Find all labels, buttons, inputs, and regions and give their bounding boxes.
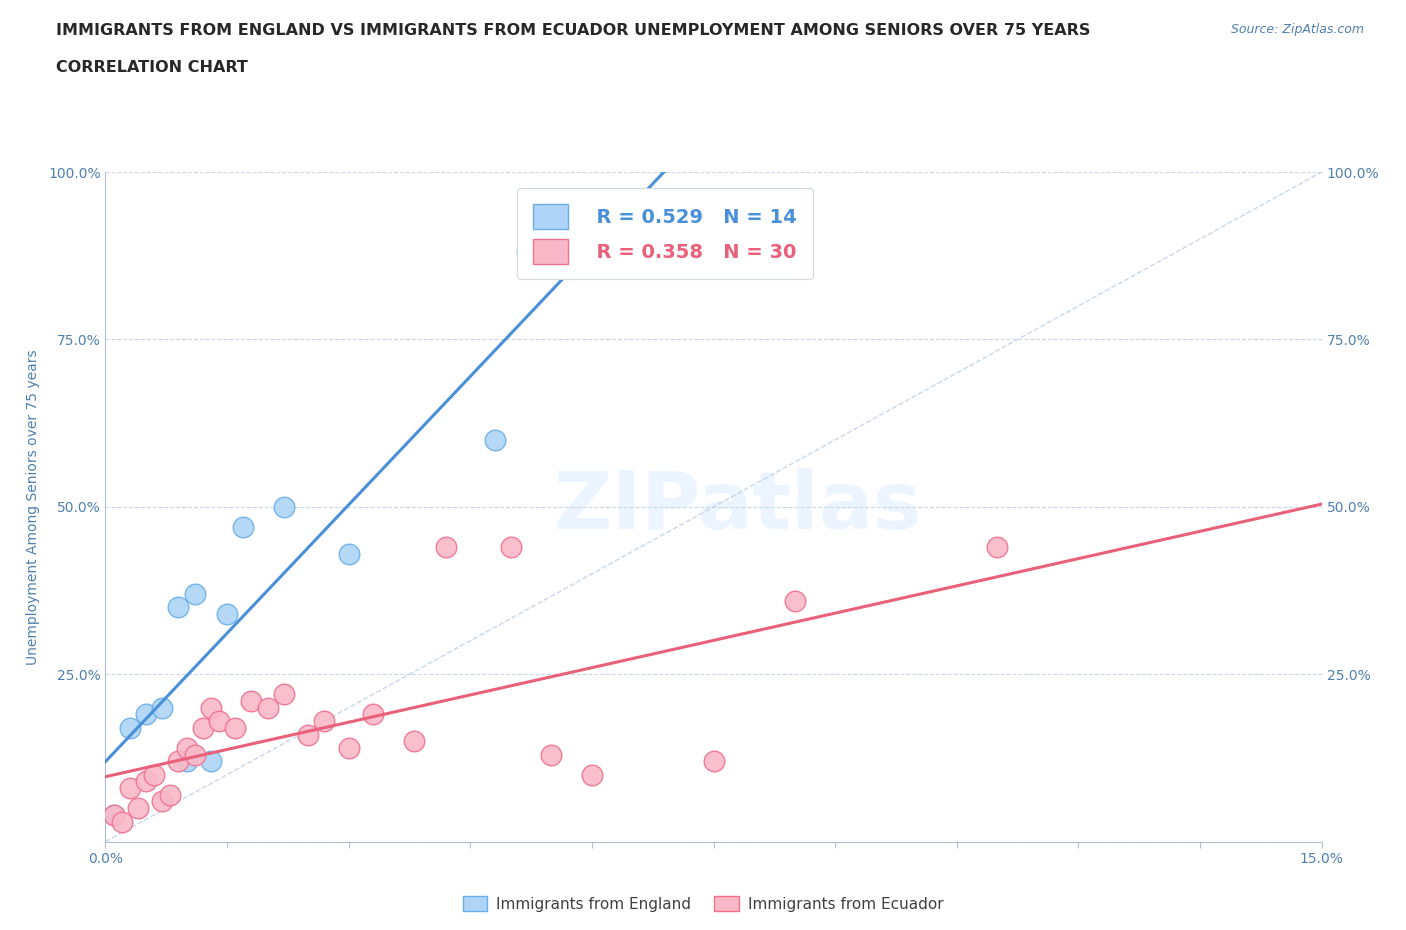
Point xyxy=(135,774,157,789)
Point xyxy=(516,245,538,259)
Text: IMMIGRANTS FROM ENGLAND VS IMMIGRANTS FROM ECUADOR UNEMPLOYMENT AMONG SENIORS OV: IMMIGRANTS FROM ENGLAND VS IMMIGRANTS FR… xyxy=(56,23,1091,38)
Point xyxy=(484,432,506,447)
Point xyxy=(273,499,295,514)
Point xyxy=(103,807,125,822)
Point xyxy=(167,754,190,769)
Point xyxy=(183,747,205,762)
Point xyxy=(337,740,360,755)
Point xyxy=(314,713,336,728)
Text: CORRELATION CHART: CORRELATION CHART xyxy=(56,60,247,75)
Point xyxy=(402,734,425,749)
Point xyxy=(256,700,278,715)
Point xyxy=(540,747,562,762)
Point xyxy=(217,606,239,621)
Point xyxy=(240,694,263,709)
Point xyxy=(127,801,149,816)
Point xyxy=(118,721,141,736)
Text: ZIPatlas: ZIPatlas xyxy=(554,468,922,546)
Point xyxy=(224,721,246,736)
Point xyxy=(159,788,181,803)
Point xyxy=(103,807,125,822)
Point xyxy=(118,780,141,795)
Point xyxy=(702,754,725,769)
Legend:   R = 0.529   N = 14,   R = 0.358   N = 30: R = 0.529 N = 14, R = 0.358 N = 30 xyxy=(517,189,813,279)
Point xyxy=(361,707,384,722)
Legend: Immigrants from England, Immigrants from Ecuador: Immigrants from England, Immigrants from… xyxy=(457,889,949,918)
Point xyxy=(297,727,319,742)
Point xyxy=(434,539,457,554)
Point xyxy=(581,767,603,782)
Point xyxy=(986,539,1008,554)
Point xyxy=(176,740,198,755)
Point xyxy=(150,700,173,715)
Point xyxy=(232,520,254,535)
Text: Source: ZipAtlas.com: Source: ZipAtlas.com xyxy=(1230,23,1364,36)
Point xyxy=(273,687,295,702)
Point xyxy=(150,794,173,809)
Point xyxy=(135,707,157,722)
Point xyxy=(200,754,222,769)
Point xyxy=(208,713,231,728)
Point xyxy=(167,600,190,615)
Point xyxy=(191,721,214,736)
Y-axis label: Unemployment Among Seniors over 75 years: Unemployment Among Seniors over 75 years xyxy=(25,349,39,665)
Point xyxy=(200,700,222,715)
Point xyxy=(499,539,522,554)
Point xyxy=(143,767,166,782)
Point xyxy=(183,587,205,602)
Point xyxy=(783,593,806,608)
Point xyxy=(337,546,360,561)
Point xyxy=(176,754,198,769)
Point xyxy=(111,814,134,829)
